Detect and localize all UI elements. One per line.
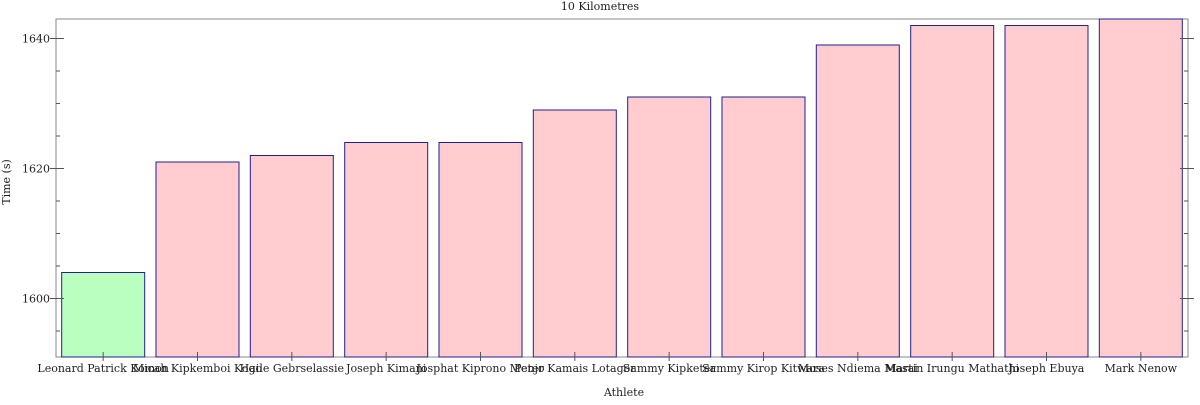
x-tick-label: Joseph Kimani [345, 362, 427, 375]
bar [438, 142, 523, 358]
bar [815, 44, 900, 358]
x-tick-label: Martin Irungu Mathathi [885, 362, 1019, 375]
x-axis-label: Athlete [603, 386, 644, 399]
x-tick-label: Peter Kamais Lotagor [514, 362, 636, 375]
y-tick-label: 1600 [22, 293, 50, 306]
plot-border [55, 18, 1189, 358]
bar [721, 96, 806, 358]
bar [155, 161, 240, 358]
x-tick-label: Joseph Ebuya [1008, 362, 1085, 375]
x-tick-label: Josphat Kiprono Menjo [415, 362, 544, 375]
x-tick-label: Sammy Kirop Kitwara [702, 362, 825, 375]
bar [532, 109, 617, 358]
bar [1004, 25, 1089, 358]
bar [910, 25, 995, 358]
bar [344, 142, 429, 358]
y-axis-label: Time (s) [0, 159, 13, 205]
x-tick-label: Micah Kipkemboi Kogo [133, 362, 263, 375]
bar [249, 155, 334, 358]
x-tick-label: Haile Gebrselassie [240, 362, 344, 375]
x-tick-label: Mark Nenow [1105, 362, 1178, 375]
x-tick-label: Moses Ndiema Masai [798, 362, 918, 375]
y-tick-label: 1620 [22, 163, 50, 176]
bar [627, 96, 712, 358]
x-tick-label: Sammy Kipketer [623, 362, 717, 375]
y-tick-label: 1640 [22, 33, 50, 46]
y-ticks-group: 1600 1620 1640 [22, 33, 1194, 332]
bar [61, 272, 146, 358]
bars-group [61, 18, 1183, 358]
x-tick-label: Leonard Patrick Komon [37, 362, 169, 375]
chart-title: 10 Kilometres [561, 0, 639, 13]
plot-frame [55, 18, 1189, 358]
bar [1098, 18, 1183, 358]
